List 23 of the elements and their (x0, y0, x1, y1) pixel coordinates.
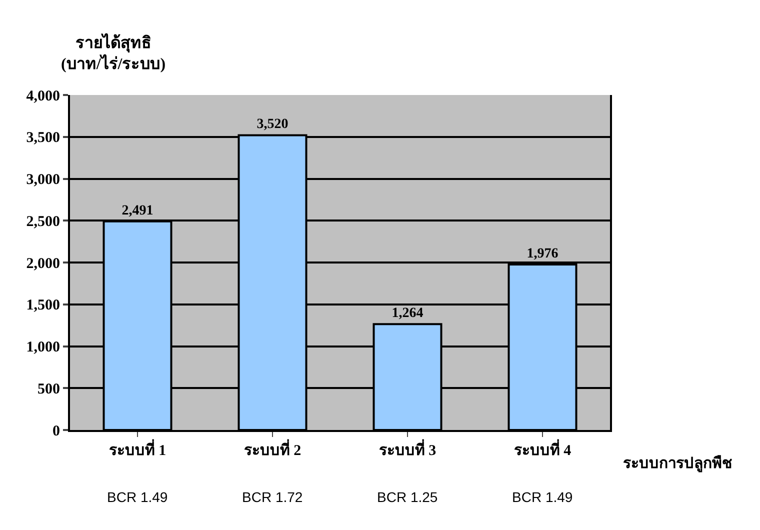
y-tick-label: 3,500 (26, 130, 60, 146)
x-tick-label: ระบบที่ 2 (244, 439, 302, 459)
y-tick-label: 1,500 (26, 298, 60, 314)
data-label: 1,264 (392, 306, 424, 322)
y-tick-label: 2,500 (26, 214, 60, 230)
text: BCR 1.72 (242, 489, 303, 505)
text: BCR 1.25 (377, 489, 438, 505)
y-axis-title: รายได้สุทธิ (บาท/ไร่/ระบบ) (61, 33, 166, 73)
y-tick-label: 1,000 (26, 340, 60, 356)
y-tick-label: 0 (52, 423, 60, 440)
x-axis-title: ระบบการปลูกพืช (623, 455, 732, 473)
x-tick-label: ระบบที่ 1 (108, 439, 166, 459)
text: BCR 1.49 (107, 489, 168, 505)
data-label: 3,520 (256, 117, 288, 132)
data-label: 1,976 (526, 246, 558, 262)
text: BCR 1.49 (512, 489, 573, 505)
y-tick-label: 2,000 (26, 256, 60, 272)
data-label: 2,491 (122, 203, 154, 218)
x-tick-label: ระบบที่ 3 (378, 439, 436, 459)
y-tick-label: 3,000 (26, 172, 60, 188)
y-tick-label: 500 (38, 381, 60, 398)
y-tick-label: 4,000 (26, 88, 60, 104)
x-tick-label: ระบบที่ 4 (514, 439, 572, 459)
